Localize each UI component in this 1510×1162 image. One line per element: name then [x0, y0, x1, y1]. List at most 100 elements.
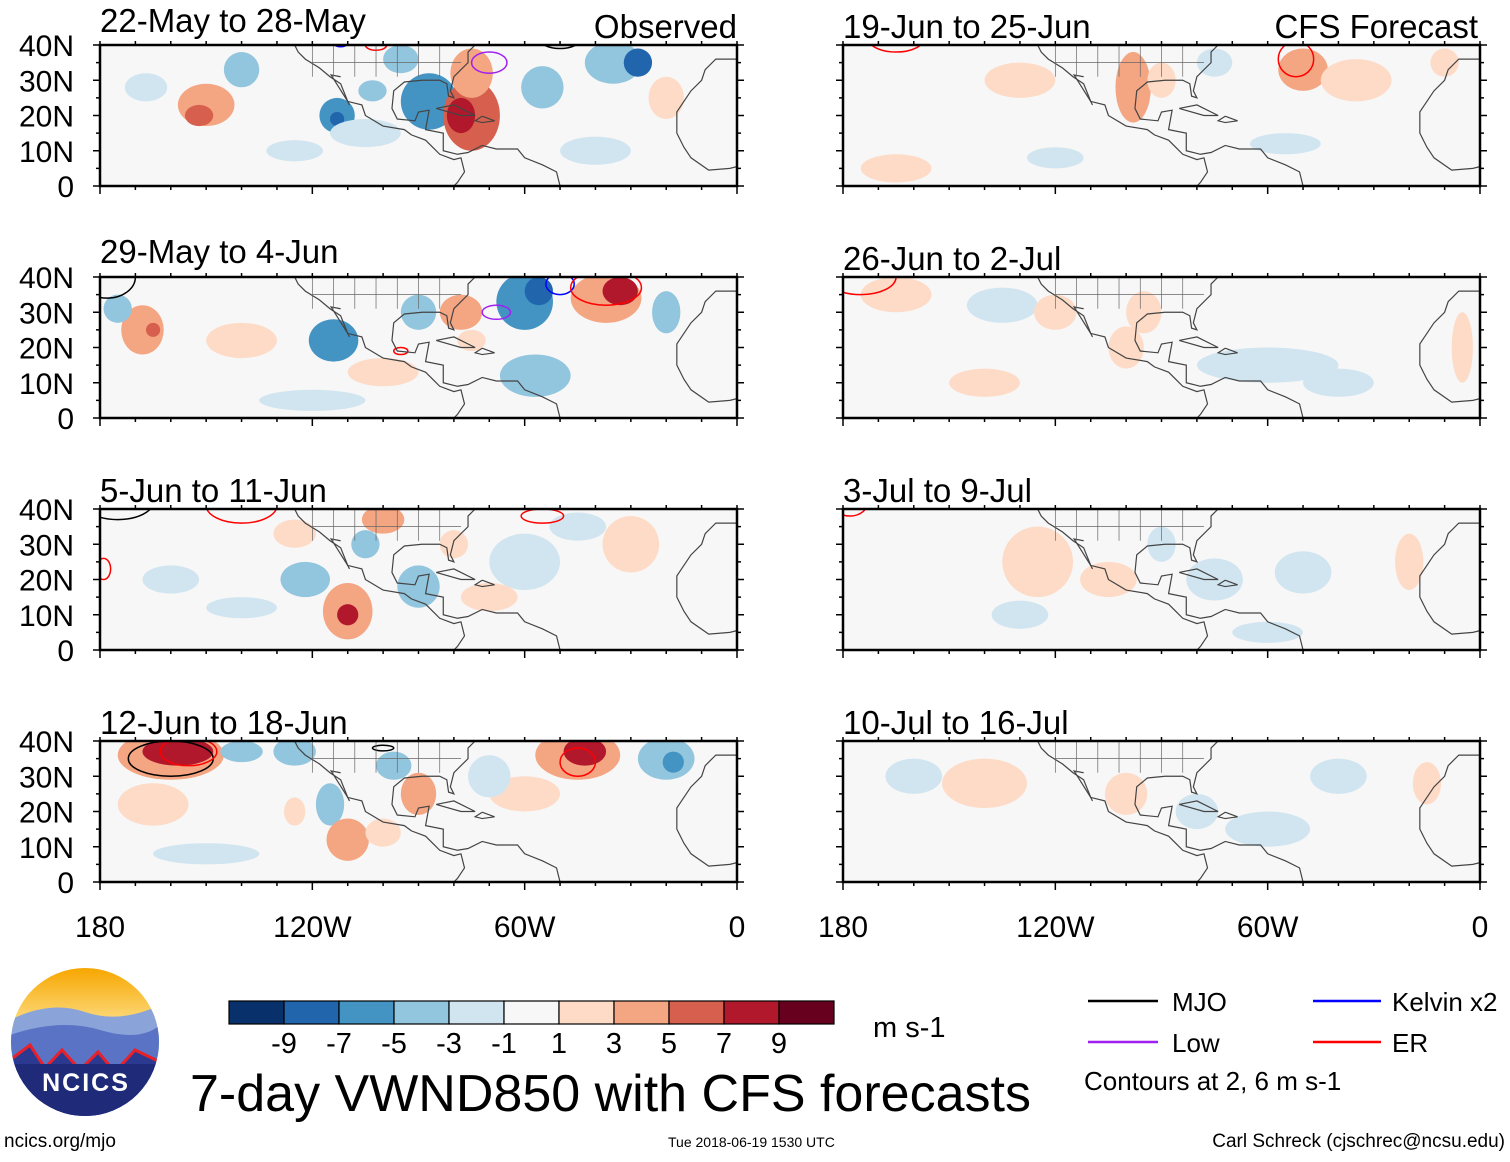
- anomaly-region: [984, 62, 1056, 98]
- map-panel: [93, 505, 744, 658]
- anomaly-region: [1232, 621, 1304, 643]
- anomaly-region: [206, 597, 277, 619]
- coastline: [1216, 579, 1238, 588]
- anomaly-region: [184, 104, 214, 127]
- coastline: [1072, 770, 1094, 802]
- anomaly-region: [468, 755, 511, 798]
- anomaly-region: [259, 389, 366, 411]
- panel-title: 10-Jul to 16-Jul: [843, 704, 1069, 741]
- panel-title: 22-May to 28-May: [100, 2, 366, 39]
- anomaly-region: [1278, 48, 1328, 91]
- coastline: [676, 58, 737, 171]
- er-contour: [870, 45, 922, 53]
- anomaly-region: [1274, 551, 1332, 594]
- coastline: [1179, 104, 1219, 117]
- panel-title: 12-Jun to 18-Jun: [100, 704, 348, 741]
- anomaly-region: [602, 277, 638, 306]
- lat-label: 20N: [19, 565, 74, 598]
- lat-label: 30N: [19, 65, 74, 98]
- anomaly-region: [450, 48, 493, 98]
- coastline: [294, 45, 466, 186]
- observed-label: Observed: [594, 8, 737, 45]
- coastline: [1179, 336, 1219, 349]
- anomaly-region: [351, 530, 380, 559]
- anomaly-region: [1104, 772, 1148, 816]
- lon-label: 0: [729, 911, 746, 944]
- coastline: [436, 104, 476, 117]
- anomaly-region: [860, 154, 932, 183]
- legend-contours-note: Contours at 2, 6 m s-1: [1084, 1066, 1341, 1096]
- anomaly-region: [347, 358, 419, 387]
- low-contour: [470, 51, 508, 74]
- lat-label: 30N: [19, 529, 74, 562]
- coastline: [676, 754, 737, 867]
- anomaly-region: [489, 533, 561, 591]
- coastline: [1179, 800, 1219, 813]
- legend-er: ER: [1392, 1028, 1428, 1058]
- coastline: [1037, 45, 1209, 186]
- lat-label: 0: [57, 867, 74, 900]
- anomaly-region: [499, 354, 571, 397]
- coastline: [473, 579, 495, 588]
- er-contour: [206, 509, 278, 524]
- anomaly-region: [1412, 762, 1442, 805]
- colorbar-swatch: [723, 1000, 780, 1025]
- anomaly-region: [142, 741, 214, 766]
- colorbar-swatch: [283, 1000, 340, 1025]
- colorbar-tick-label: -7: [326, 1028, 352, 1060]
- coastline: [473, 115, 495, 124]
- footer-timestamp: Tue 2018-06-19 1530 UTC: [668, 1134, 835, 1150]
- map-panel: [93, 737, 744, 890]
- anomaly-region: [153, 843, 260, 865]
- lat-label: 20N: [19, 101, 74, 134]
- anomaly-region: [1196, 347, 1339, 383]
- anomaly-region: [223, 52, 260, 88]
- lat-label: 40N: [19, 494, 74, 527]
- colorbar-swatch: [558, 1000, 615, 1025]
- colorbar-swatch: [503, 1000, 560, 1025]
- anomaly-region: [273, 741, 316, 766]
- colorbar-swatch: [668, 1000, 725, 1025]
- lat-label: 40N: [19, 262, 74, 295]
- legend-kelvin: Kelvin x2: [1392, 987, 1498, 1017]
- coastline: [1179, 568, 1219, 581]
- coastline: [1134, 741, 1304, 882]
- anomaly-region: [1002, 526, 1074, 598]
- anomaly-region: [361, 509, 405, 534]
- anomaly-region: [1249, 133, 1321, 155]
- coastline: [294, 277, 466, 418]
- coastline: [1072, 74, 1094, 106]
- lon-label: 180: [818, 911, 868, 944]
- anomaly-region: [662, 751, 684, 773]
- coastline: [391, 741, 561, 882]
- lon-label: 120W: [1016, 911, 1095, 944]
- anomaly-region: [206, 322, 277, 359]
- er-contour: [520, 509, 565, 524]
- main-title: 7-day VWND850 with CFS forecasts: [190, 1065, 1031, 1123]
- ncics-logo: NCICS: [11, 968, 159, 1116]
- coastline: [294, 741, 466, 882]
- colorbar-tick-label: -3: [436, 1028, 462, 1060]
- coastline: [1216, 347, 1238, 356]
- colorbar-swatch: [393, 1000, 450, 1025]
- anomaly-region: [648, 76, 684, 120]
- anomaly-region: [1320, 59, 1392, 102]
- mjo-contour: [371, 744, 395, 752]
- lat-label: 20N: [19, 797, 74, 830]
- panel-title: 19-Jun to 25-Jun: [843, 8, 1091, 45]
- anomaly-region: [942, 758, 1028, 808]
- coastline: [1419, 290, 1480, 403]
- anomaly-region: [521, 66, 564, 109]
- er-contour: [100, 557, 112, 581]
- lat-label: 40N: [19, 30, 74, 63]
- anomaly-region: [400, 772, 437, 816]
- anomaly-region: [439, 294, 483, 330]
- lat-label: 10N: [19, 368, 74, 401]
- anomaly-region: [652, 291, 681, 334]
- anomaly-region: [315, 783, 345, 826]
- footer-url[interactable]: ncics.org/mjo: [4, 1131, 116, 1152]
- anomaly-region: [117, 783, 189, 826]
- coastline: [1419, 522, 1480, 635]
- coastline: [294, 509, 466, 650]
